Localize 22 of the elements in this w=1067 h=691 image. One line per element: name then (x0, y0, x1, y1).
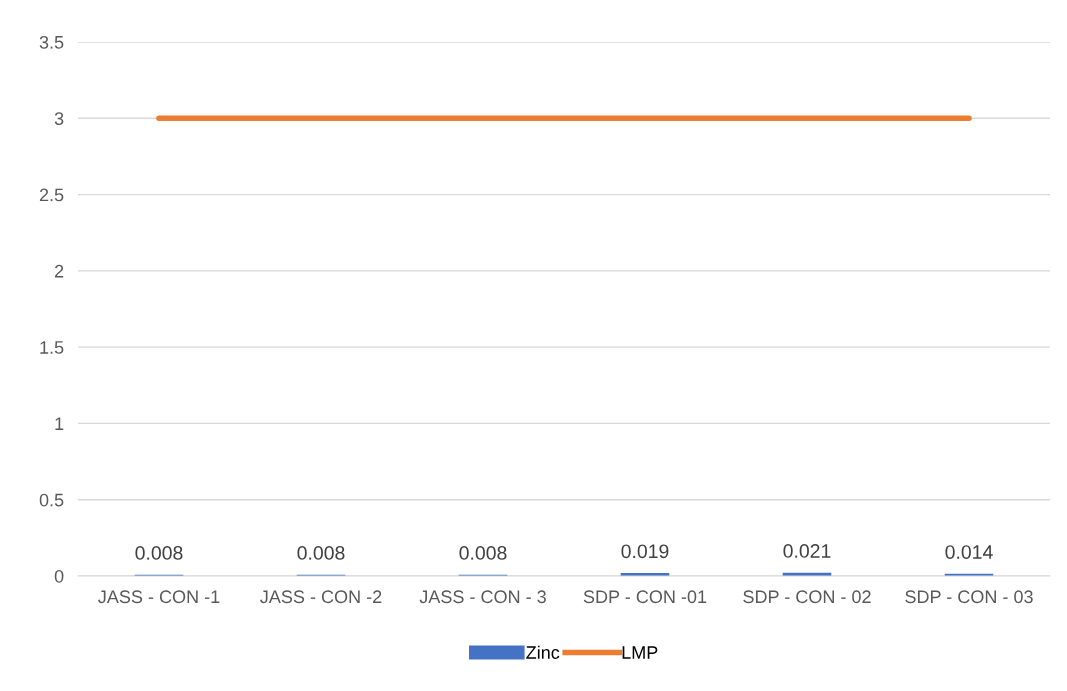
x-tick-label: JASS - CON -2 (260, 590, 382, 604)
y-tick-label: 0.5 (39, 493, 64, 507)
y-tick-label: 2.5 (39, 188, 64, 202)
data-label: 0.008 (135, 546, 183, 560)
y-tick-label: 0 (54, 569, 64, 583)
data-label: 0.014 (945, 545, 993, 559)
y-tick-label: 2 (54, 264, 64, 278)
x-tick-label: SDP - CON -01 (583, 590, 707, 604)
y-tick-label: 1.5 (40, 341, 64, 354)
x-tick-label: SDP - CON - 03 (905, 590, 1033, 604)
legend-label: LMP (622, 646, 658, 659)
x-tick-label: JASS - CON - 3 (419, 590, 546, 604)
x-tick-label: JASS - CON -1 (98, 590, 220, 604)
y-tick-label: 3.5 (39, 35, 64, 49)
legend-label: Zinc (526, 645, 560, 659)
data-label: 0.008 (459, 546, 507, 560)
y-tick-label: 3 (54, 112, 64, 126)
x-tick-label: SDP - CON - 02 (743, 590, 871, 604)
data-label: 0.021 (783, 544, 831, 558)
data-label: 0.008 (297, 546, 345, 560)
y-tick-label: 1 (55, 417, 64, 430)
data-label: 0.019 (621, 544, 669, 559)
